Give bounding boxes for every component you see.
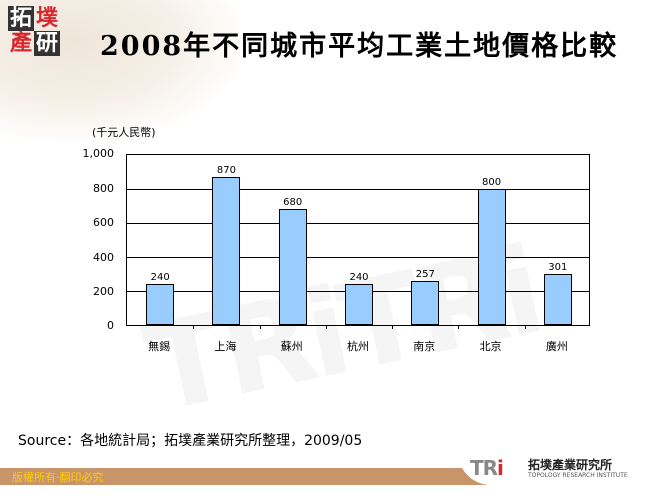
data-label: 240 [349,272,369,284]
copyright-text: 版權所有‧翻印必究 [12,471,104,484]
y-tick: 800 [93,182,114,195]
page-title: 2008年不同城市平均工業土地價格比較 [100,31,619,62]
x-tick [458,325,460,329]
bar [411,281,440,325]
y-tick: 200 [93,285,114,298]
y-tick: 0 [107,319,114,332]
x-label: 無錫 [148,340,171,353]
data-label: 257 [415,269,435,281]
x-label: 北京 [479,340,502,353]
brand-name-zh: 拓墣產業研究所 [528,458,613,472]
logo-char: 產 [9,30,32,56]
x-label: 廣州 [545,340,568,353]
bar [345,284,373,325]
chart-plot-area: 240 870 680 240 257 800 301 [126,154,590,329]
logo-char: 研 [34,30,60,56]
source-note: Source：各地統計局；拓墣產業研究所整理，2009/05 [18,433,363,449]
logo-char: 墣 [35,5,58,31]
gridline [127,257,589,258]
x-tick [325,325,327,329]
x-label: 上海 [214,340,237,353]
bar [278,209,307,325]
tri-logo: TRi [470,456,504,480]
y-tick: 400 [93,251,114,264]
x-tick [524,325,526,329]
x-tick [392,325,394,329]
brand-name-en: TOPOLOGY RESEARCH INSTITUTE [528,472,628,479]
bar [212,177,241,325]
data-label: 301 [548,261,568,273]
footer-logo-area [458,452,650,485]
y-tick: 600 [93,216,114,229]
bar [477,189,506,325]
data-label: 680 [283,197,303,209]
x-label: 蘇州 [280,340,303,353]
gridline [127,189,589,190]
data-label: 800 [482,177,502,188]
x-label: 杭州 [347,340,369,353]
y-axis-unit: (千元人民幣) [92,126,156,139]
gridline [127,223,589,224]
x-tick [193,325,195,329]
map-background [0,0,240,140]
data-label: 240 [150,272,170,284]
y-tick: 1,000 [82,147,115,160]
bar [146,284,175,325]
data-label: 870 [216,165,236,177]
logo: 拓 墣 產 研 [8,6,60,56]
x-tick [259,325,261,329]
logo-char: 拓 [8,5,34,31]
x-label: 南京 [413,340,436,353]
bar [543,273,572,325]
